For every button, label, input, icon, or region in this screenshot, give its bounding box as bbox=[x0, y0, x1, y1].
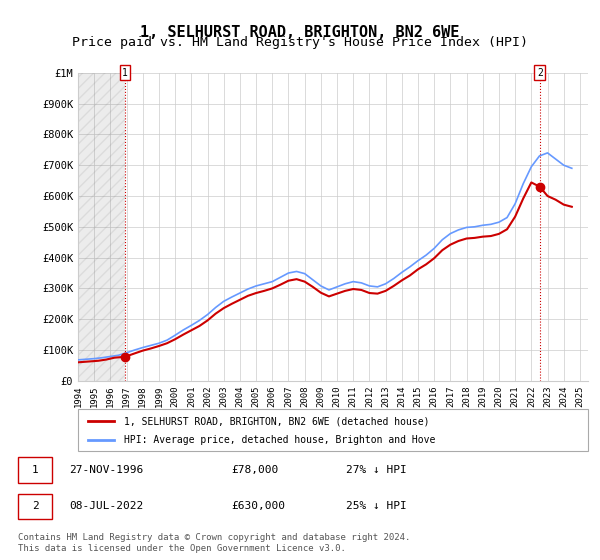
FancyBboxPatch shape bbox=[78, 409, 588, 451]
Text: 08-JUL-2022: 08-JUL-2022 bbox=[70, 501, 144, 511]
Text: £630,000: £630,000 bbox=[231, 501, 285, 511]
Text: 2: 2 bbox=[537, 68, 542, 78]
Bar bbox=[78, 73, 125, 381]
Text: Contains HM Land Registry data © Crown copyright and database right 2024.
This d: Contains HM Land Registry data © Crown c… bbox=[18, 533, 410, 553]
Text: 2: 2 bbox=[32, 501, 38, 511]
Text: 27-NOV-1996: 27-NOV-1996 bbox=[70, 465, 144, 475]
FancyBboxPatch shape bbox=[18, 457, 52, 483]
Text: £78,000: £78,000 bbox=[231, 465, 278, 475]
Text: 1, SELHURST ROAD, BRIGHTON, BN2 6WE: 1, SELHURST ROAD, BRIGHTON, BN2 6WE bbox=[140, 25, 460, 40]
FancyBboxPatch shape bbox=[18, 494, 52, 519]
Text: 25% ↓ HPI: 25% ↓ HPI bbox=[346, 501, 407, 511]
Text: 27% ↓ HPI: 27% ↓ HPI bbox=[346, 465, 407, 475]
Text: 1: 1 bbox=[32, 465, 38, 475]
Text: Price paid vs. HM Land Registry's House Price Index (HPI): Price paid vs. HM Land Registry's House … bbox=[72, 36, 528, 49]
Text: 1, SELHURST ROAD, BRIGHTON, BN2 6WE (detached house): 1, SELHURST ROAD, BRIGHTON, BN2 6WE (det… bbox=[124, 417, 430, 426]
Text: 1: 1 bbox=[122, 68, 128, 78]
Text: HPI: Average price, detached house, Brighton and Hove: HPI: Average price, detached house, Brig… bbox=[124, 435, 435, 445]
